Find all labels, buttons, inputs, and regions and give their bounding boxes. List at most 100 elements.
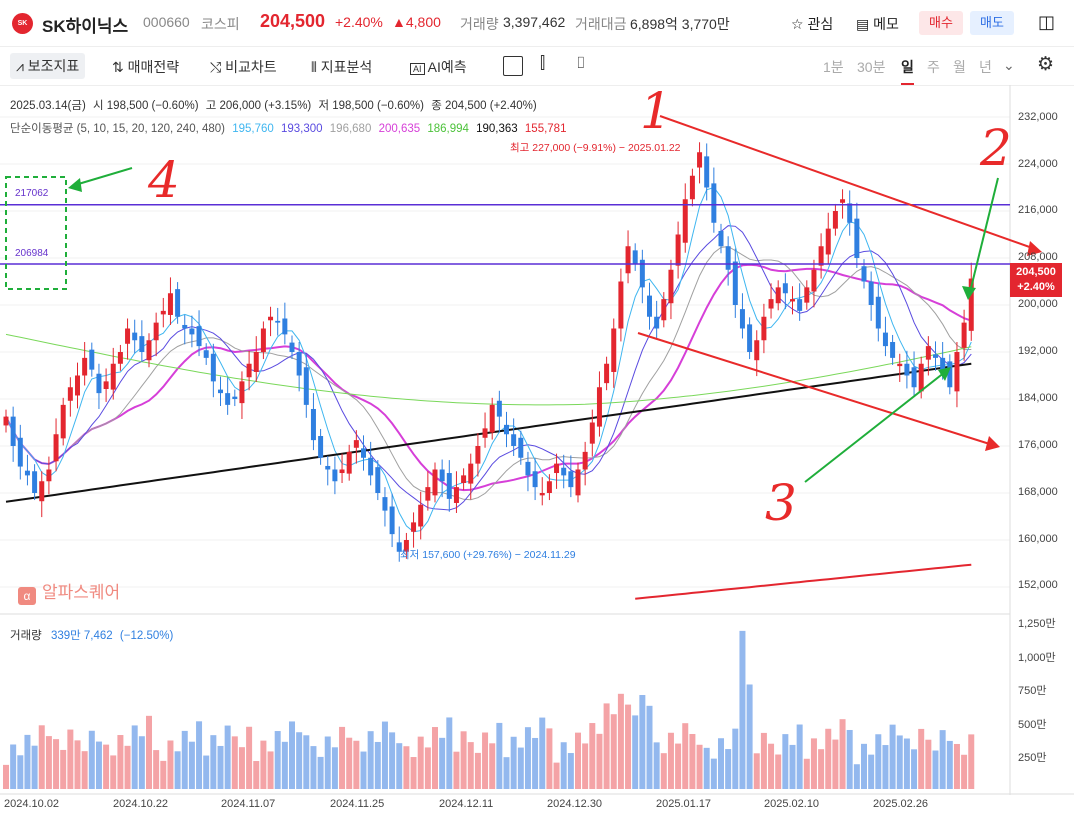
candle-body [575,469,581,496]
x-tick: 2024.12.30 [547,798,603,810]
candle-body [961,322,967,348]
volume-bar [310,746,317,789]
panel-toggle-icon[interactable]: ◫ [1038,12,1056,32]
period-1min[interactable]: 1분 [823,59,844,75]
volume-bar [410,757,417,789]
candle-body [260,328,266,352]
candle-body [933,354,938,358]
volume-bar [203,755,210,789]
candle-body [840,199,846,203]
ma120-value: 186,994 [427,123,469,135]
volume-panel-change: (−12.50%) [119,630,174,642]
volume-bar [560,742,567,789]
period-week[interactable]: 주 [927,59,940,75]
volume-bar [417,736,424,789]
period-year[interactable]: 년 [979,59,992,75]
volume-bar [510,736,517,789]
volume-bar [775,754,782,789]
candle-body [239,381,245,404]
volume-bar [889,724,896,789]
vol-tick: 500만 [1018,719,1047,731]
red-arrowhead-lower [985,436,1000,451]
volume-bar [789,744,796,789]
ai-button[interactable]: AI AI예측 [410,57,467,77]
period-day[interactable]: 일 [901,57,914,85]
strategy-label: 매매전략 [127,59,180,75]
strategy-button[interactable]: ⇅ 매매전략 [112,57,179,77]
volume-bar [839,719,846,789]
candle-body [17,437,23,467]
candle-body [75,375,80,396]
candle-icon[interactable]: ⫿ [540,55,546,72]
volume-bar [246,726,253,789]
volume-bar [710,758,717,789]
volume-bar [532,737,539,789]
volume-bar [653,742,660,789]
camera-icon[interactable]: ⌷ [576,55,586,72]
volume-bar [3,764,9,789]
annotation-label-4: 4 [147,151,180,209]
candle-body [918,363,924,392]
memo-label: 메모 [873,16,899,32]
chevron-down-icon[interactable]: ⌄ [1003,57,1015,73]
info-open: 시 198,500 (−0.60%) [93,100,199,112]
candle-body [225,393,231,405]
volume-bar [160,760,167,789]
volume-bar [482,732,489,789]
candle-body [561,467,567,476]
star-icon: ☆ [791,16,804,32]
candle-body [954,352,960,392]
change-amount: ▲4,800 [392,14,441,30]
volume-bar [224,725,231,789]
volume-bar [24,734,31,789]
ma5-line [5,186,972,533]
candle-body [718,230,724,247]
gear-icon[interactable]: ⚙ [1037,54,1055,75]
candle-body [139,336,145,352]
volume-bar [596,733,603,789]
watch-button[interactable]: ☆ 관심 [791,14,833,34]
market-name: 코스피 [201,16,240,32]
volume-bar [810,738,817,789]
volume-bar [861,743,867,789]
candle-body [318,436,324,458]
highlight-box [5,176,67,290]
buy-button[interactable]: 매수 [919,11,963,35]
hline-lower-label: 206984 [15,248,49,259]
period-30min[interactable]: 30분 [857,59,886,75]
ma120-line [5,333,972,406]
volume-bar [124,745,131,789]
stock-name[interactable]: SK하이닉스 [42,17,129,36]
indicators-button[interactable]: ⩘ 보조지표 [10,53,86,79]
y-tick: 192,000 [1018,345,1058,357]
volume-bar [303,735,310,789]
candle-body [403,540,409,552]
sell-button[interactable]: 매도 [970,11,1014,35]
candle-body [10,416,16,446]
period-month[interactable]: 월 [953,59,966,75]
volume-bar [660,753,667,789]
volume-bar [10,744,17,789]
volume-bar [603,703,610,789]
volume-bar [732,728,739,789]
x-tick: 2024.11.07 [221,798,276,810]
volume-bar [632,715,639,789]
ma-info: 단순이동평균 (5, 10, 15, 20, 120, 240, 480) 19… [10,120,566,136]
candle-body [167,293,173,315]
compare-button[interactable]: ⤭ 비교차트 [210,57,277,77]
memo-button[interactable]: ▤ 메모 [856,14,899,34]
y-tick: 200,000 [1018,298,1058,310]
volume-bar [932,750,939,789]
checkbox-icon[interactable] [503,56,523,76]
stock-code: 000660 [143,14,190,30]
volume-bar [45,736,52,789]
candle-body [3,416,9,426]
candle-body [203,350,209,358]
candle-body [53,434,59,462]
y-tick: 152,000 [1018,579,1058,591]
volume-bar [217,745,224,789]
volume-bar [210,735,217,789]
analysis-button[interactable]: ⫴ 지표분석 [311,57,372,77]
candle-body [732,261,738,305]
